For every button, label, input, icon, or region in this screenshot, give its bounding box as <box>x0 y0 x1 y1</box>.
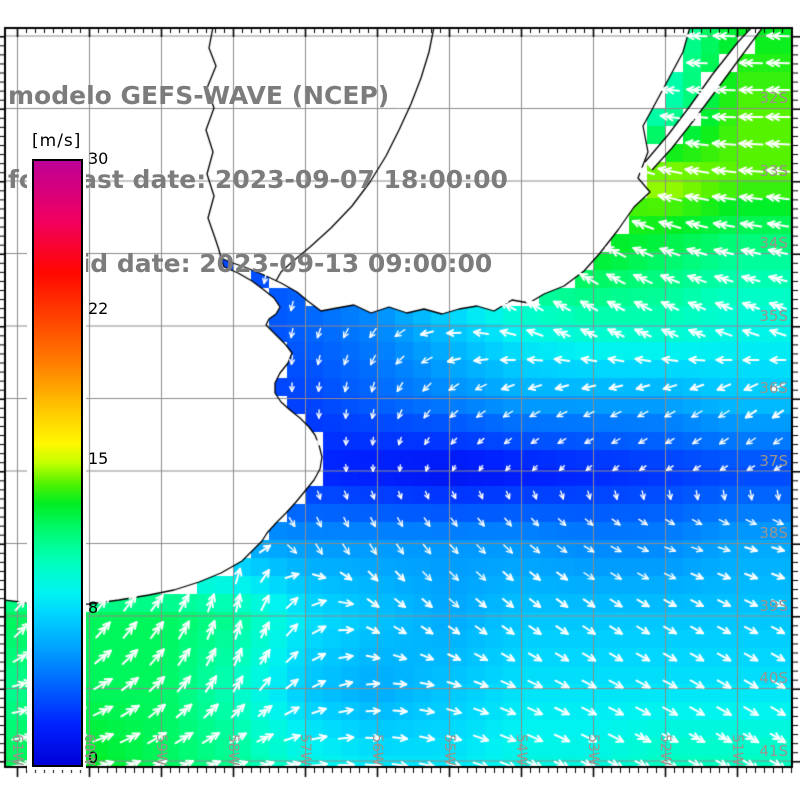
lat-tick-label: 32S <box>759 89 788 107</box>
lon-tick-label: 57W <box>297 734 313 766</box>
colorbar-tick-label: 22 <box>88 298 109 318</box>
lon-tick-label: 56W <box>369 734 385 766</box>
lat-tick-label: 41S <box>759 741 788 760</box>
lat-tick-label: 36S <box>759 379 788 397</box>
lon-tick-label: 54W <box>513 734 529 766</box>
lat-tick-label: 35S <box>759 306 788 325</box>
lon-tick-label: 61W <box>9 734 25 766</box>
lon-tick-label: 53W <box>585 734 601 766</box>
lat-tick-label: 40S <box>759 669 788 687</box>
colorbar-tick-label: 8 <box>88 598 99 618</box>
colorbar-tick-label: 15 <box>88 448 109 468</box>
lon-tick-label: 58W <box>225 734 241 766</box>
lat-tick-label: 38S <box>759 524 788 542</box>
lon-tick-label: 51W <box>729 734 745 766</box>
colorbar-tick-label: 30 <box>88 149 109 168</box>
colorbar-gradient <box>32 159 83 767</box>
lon-tick-label: 60W <box>81 734 97 766</box>
lon-tick-label: 59W <box>153 734 169 766</box>
lat-tick-label: 37S <box>759 451 788 470</box>
title-model-name: modelo GEFS-WAVE (NCEP) <box>8 81 390 110</box>
lat-tick-label: 39S <box>759 596 788 615</box>
lat-tick-label: 33S <box>759 161 788 180</box>
lon-tick-label: 55W <box>441 734 457 766</box>
colorbar-tick-label: 0 <box>88 748 99 767</box>
lon-tick-label: 52W <box>657 734 673 766</box>
lat-tick-label: 34S <box>759 234 788 252</box>
colorbar <box>27 154 86 770</box>
colorbar-unit-label: [m/s] <box>32 131 82 151</box>
